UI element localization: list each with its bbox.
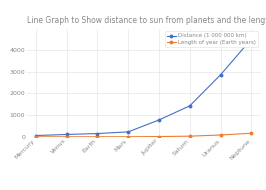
- Length of year (Earth years): [188, 135, 192, 137]
- Length of year (Earth years): [157, 135, 161, 138]
- Length of year (Earth years): [250, 132, 253, 134]
- Distance (1 000 000 km): [65, 133, 68, 136]
- Distance (1 000 000 km): [188, 105, 192, 107]
- Text: Line Graph to Show distance to sun from planets and the length of the Earth year: Line Graph to Show distance to sun from …: [27, 16, 266, 25]
- Line: Length of year (Earth years): Length of year (Earth years): [35, 132, 253, 138]
- Length of year (Earth years): [65, 136, 68, 138]
- Distance (1 000 000 km): [96, 132, 99, 135]
- Legend: Distance (1 000 000 km), Length of year (Earth years): Distance (1 000 000 km), Length of year …: [165, 31, 258, 47]
- Line: Distance (1 000 000 km): Distance (1 000 000 km): [35, 38, 253, 137]
- Length of year (Earth years): [127, 136, 130, 138]
- Length of year (Earth years): [219, 134, 222, 136]
- Distance (1 000 000 km): [219, 74, 222, 76]
- Distance (1 000 000 km): [127, 131, 130, 133]
- Distance (1 000 000 km): [250, 38, 253, 40]
- Length of year (Earth years): [96, 136, 99, 138]
- Length of year (Earth years): [34, 136, 38, 138]
- Distance (1 000 000 km): [34, 134, 38, 137]
- Distance (1 000 000 km): [157, 119, 161, 121]
